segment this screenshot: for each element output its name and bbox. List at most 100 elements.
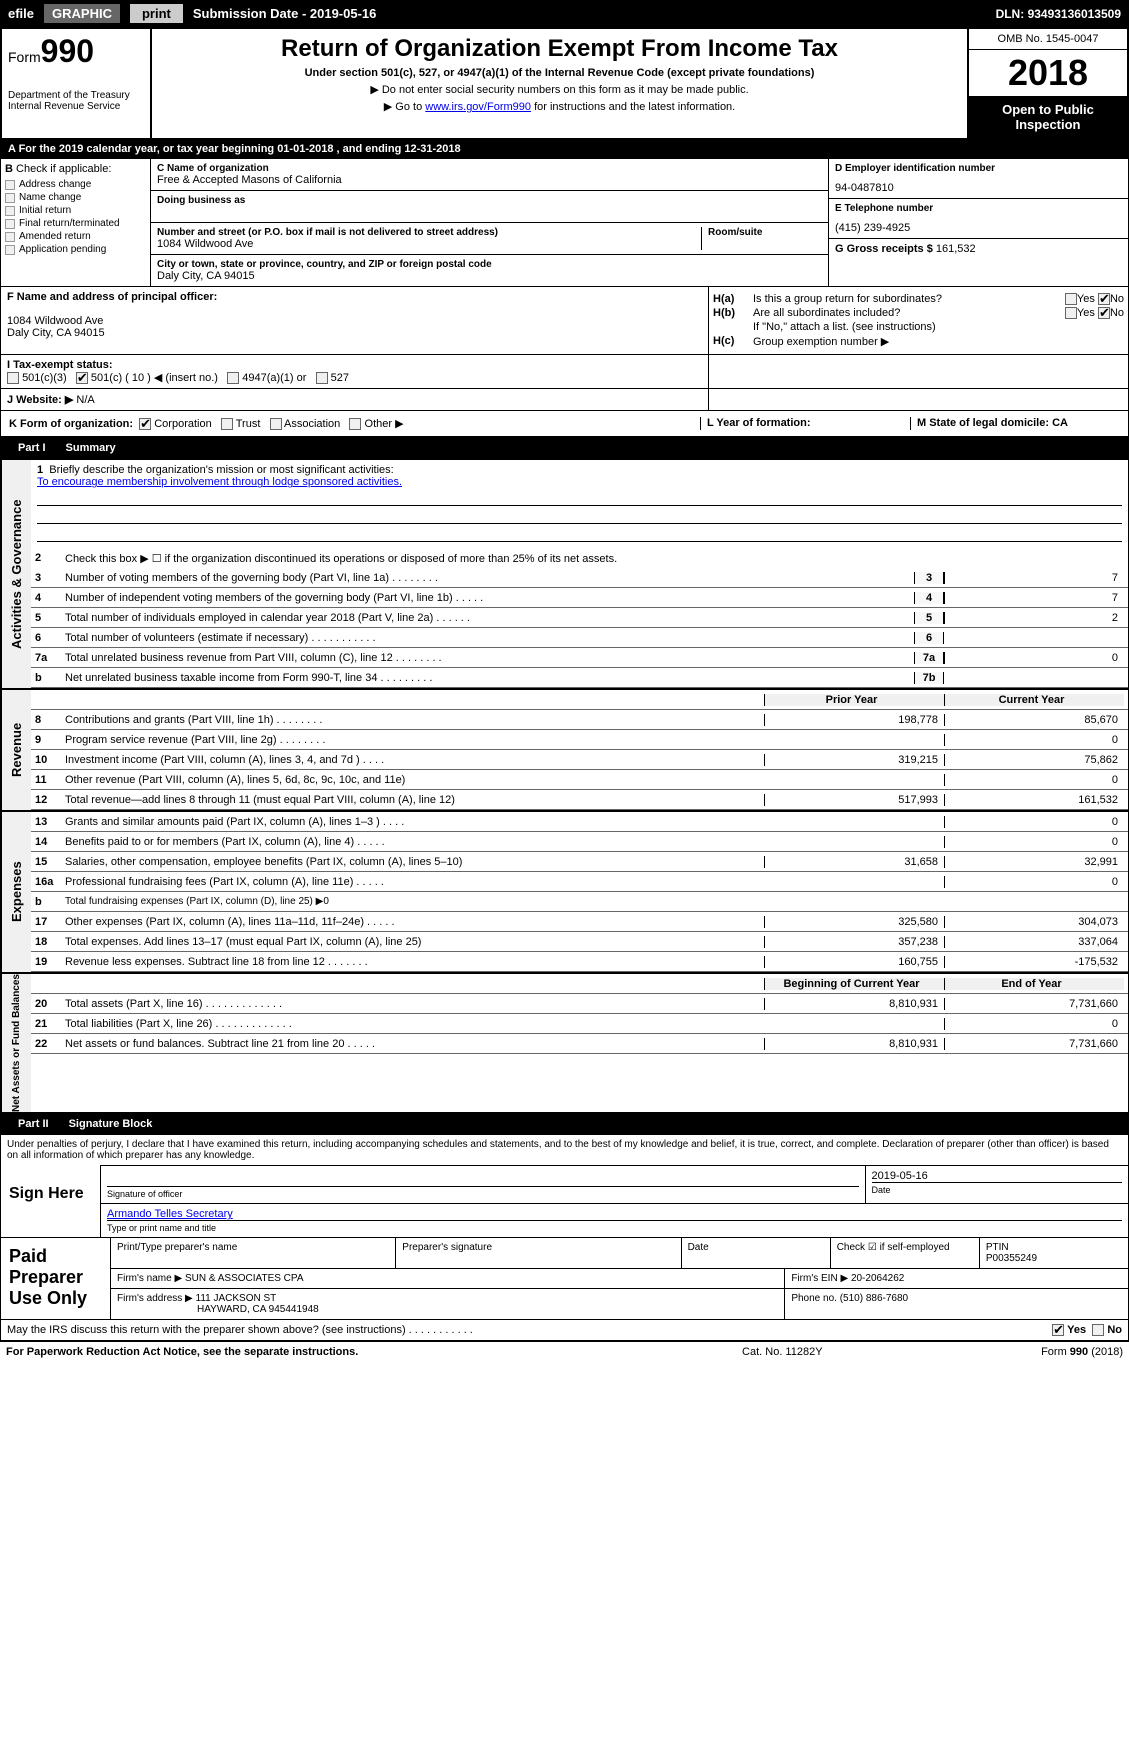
org-name-label: C Name of organization — [157, 163, 822, 174]
revenue-line: 12Total revenue—add lines 8 through 11 (… — [31, 790, 1128, 810]
beginning-year-header: Beginning of Current Year — [764, 978, 944, 990]
expense-line: 19Revenue less expenses. Subtract line 1… — [31, 952, 1128, 972]
line1: 1 Briefly describe the organization's mi… — [37, 464, 394, 476]
column-b: B Check if applicable: Address change Na… — [1, 159, 151, 286]
column-c: C Name of organization Free & Accepted M… — [151, 159, 828, 286]
ha-label: H(a) — [713, 293, 753, 305]
revenue-line: 11Other revenue (Part VIII, column (A), … — [31, 770, 1128, 790]
website-value: N/A — [76, 394, 94, 406]
expense-line: 15Salaries, other compensation, employee… — [31, 852, 1128, 872]
row-k: K Form of organization: Corporation Trus… — [0, 411, 1129, 437]
website-label: J Website: ▶ — [7, 394, 73, 406]
signature-section: Under penalties of perjury, I declare th… — [0, 1135, 1129, 1238]
ein-value: 94-0487810 — [835, 182, 894, 194]
sig-date-value: 2019-05-16 — [872, 1170, 928, 1182]
balance-line: 20Total assets (Part X, line 16) . . . .… — [31, 994, 1128, 1014]
application-pending-checkbox[interactable]: Application pending — [5, 244, 146, 255]
paid-preparer-section: Paid Preparer Use Only Print/Type prepar… — [0, 1238, 1129, 1320]
omb-number: OMB No. 1545-0047 — [969, 29, 1127, 50]
firm-addr-cell: Firm's address ▶ 111 JACKSON STHAYWARD, … — [111, 1289, 785, 1319]
trust-checkbox[interactable] — [221, 418, 233, 430]
section-bc: B Check if applicable: Address change Na… — [0, 158, 1129, 287]
sig-date-label: Date — [872, 1182, 1123, 1195]
final-return-checkbox[interactable]: Final return/terminated — [5, 218, 146, 229]
room-label: Room/suite — [708, 227, 822, 238]
mission-text: To encourage membership involvement thro… — [37, 476, 402, 488]
governance-label: Activities & Governance — [1, 460, 31, 688]
part1-header: Part I Summary — [0, 437, 1129, 459]
form-number: Form990 — [8, 33, 144, 70]
instruction-line-2: ▶ Go to www.irs.gov/Form990 for instruct… — [158, 100, 961, 113]
other-checkbox[interactable] — [349, 418, 361, 430]
501c3-checkbox[interactable] — [7, 372, 19, 384]
expense-line: bTotal fundraising expenses (Part IX, co… — [31, 892, 1128, 912]
form-header: Form990 Department of the TreasuryIntern… — [0, 27, 1129, 140]
hb-yes-no: Yes No — [1065, 307, 1124, 319]
paid-preparer-label: Paid Preparer Use Only — [1, 1238, 111, 1319]
submission-date: Submission Date - 2019-05-16 — [193, 6, 377, 21]
self-employed-cell: Check ☑ if self-employed — [831, 1238, 980, 1268]
name-change-checkbox[interactable]: Name change — [5, 192, 146, 203]
association-checkbox[interactable] — [270, 418, 282, 430]
527-checkbox[interactable] — [316, 372, 328, 384]
form-subtitle: Under section 501(c), 527, or 4947(a)(1)… — [158, 67, 961, 79]
expense-line: 16aProfessional fundraising fees (Part I… — [31, 872, 1128, 892]
revenue-line: 10Investment income (Part VIII, column (… — [31, 750, 1128, 770]
gross-receipts: G Gross receipts $ 161,532 — [835, 243, 976, 255]
row-a-tax-period: A For the 2019 calendar year, or tax yea… — [0, 140, 1129, 158]
form-org-label: K Form of organization: — [9, 418, 133, 430]
summary-line: 4Number of independent voting members of… — [31, 588, 1128, 608]
dba-value — [157, 206, 160, 218]
row-i: I Tax-exempt status: 501(c)(3) 501(c) ( … — [0, 355, 1129, 389]
revenue-line: 9Program service revenue (Part VIII, lin… — [31, 730, 1128, 750]
preparer-date-cell: Date — [682, 1238, 831, 1268]
print-button[interactable]: print — [130, 4, 183, 23]
row-j: J Website: ▶ N/A — [0, 389, 1129, 411]
initial-return-checkbox[interactable]: Initial return — [5, 205, 146, 216]
firm-name-cell: Firm's name ▶ SUN & ASSOCIATES CPA — [111, 1269, 785, 1288]
governance-section: Activities & Governance 1 Briefly descri… — [0, 459, 1129, 689]
year-formation: L Year of formation: — [700, 417, 910, 430]
hb-label: H(b) — [713, 307, 753, 319]
efile-label: efile — [8, 6, 34, 21]
expense-line: 18Total expenses. Add lines 13–17 (must … — [31, 932, 1128, 952]
amended-return-checkbox[interactable]: Amended return — [5, 231, 146, 242]
graphic-button[interactable]: GRAPHIC — [44, 4, 120, 23]
principal-officer-label: F Name and address of principal officer: — [7, 291, 702, 303]
summary-line: bNet unrelated business taxable income f… — [31, 668, 1128, 688]
sig-officer-label: Signature of officer — [107, 1186, 859, 1199]
footer-left: For Paperwork Reduction Act Notice, see … — [6, 1346, 524, 1358]
balance-line: 22Net assets or fund balances. Subtract … — [31, 1034, 1128, 1054]
phone-value: (415) 239-4925 — [835, 222, 910, 234]
revenue-line: 8Contributions and grants (Part VIII, li… — [31, 710, 1128, 730]
may-discuss-row: May the IRS discuss this return with the… — [0, 1320, 1129, 1341]
ha-question: Is this a group return for subordinates? — [753, 293, 1065, 305]
corporation-checkbox[interactable] — [139, 418, 151, 430]
expense-line: 17Other expenses (Part IX, column (A), l… — [31, 912, 1128, 932]
expense-line: 14Benefits paid to or for members (Part … — [31, 832, 1128, 852]
501c-checkbox[interactable] — [76, 372, 88, 384]
column-d: D Employer identification number 94-0487… — [828, 159, 1128, 286]
address-change-checkbox[interactable]: Address change — [5, 179, 146, 190]
instruction-line-1: ▶ Do not enter social security numbers o… — [158, 83, 961, 96]
irs-link[interactable]: www.irs.gov/Form990 — [425, 101, 531, 113]
revenue-label: Revenue — [1, 690, 31, 810]
name-title-label: Type or print name and title — [107, 1220, 1122, 1233]
form-title: Return of Organization Exempt From Incom… — [158, 35, 961, 63]
hb-question: Are all subordinates included? — [753, 307, 1065, 319]
summary-line: 6Total number of volunteers (estimate if… — [31, 628, 1128, 648]
4947-checkbox[interactable] — [227, 372, 239, 384]
officer-name: Armando Telles Secretary — [107, 1208, 233, 1220]
footer-center: Cat. No. 11282Y — [524, 1346, 1042, 1358]
balances-label: Net Assets or Fund Balances — [1, 974, 31, 1112]
expenses-label: Expenses — [1, 812, 31, 972]
expenses-section: Expenses 13Grants and similar amounts pa… — [0, 811, 1129, 973]
header-bar: efile GRAPHIC print Submission Date - 20… — [0, 0, 1129, 27]
sign-here-label: Sign Here — [1, 1165, 101, 1237]
summary-line: 7aTotal unrelated business revenue from … — [31, 648, 1128, 668]
perjury-statement: Under penalties of perjury, I declare th… — [1, 1135, 1128, 1165]
discuss-yes-no: Yes No — [1052, 1324, 1122, 1336]
firm-ein-cell: Firm's EIN ▶ 20-2064262 — [785, 1269, 1128, 1288]
city-label: City or town, state or province, country… — [157, 259, 822, 270]
summary-line: 3Number of voting members of the governi… — [31, 568, 1128, 588]
